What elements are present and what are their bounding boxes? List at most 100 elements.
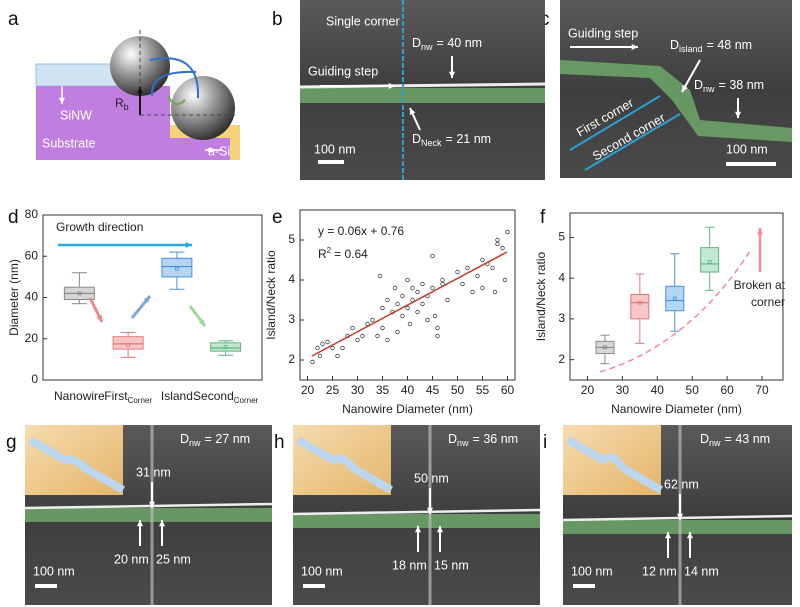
y-tick-label: 4 [288, 272, 295, 286]
panel-letter: a [8, 9, 19, 30]
mean [126, 343, 131, 347]
point [495, 237, 500, 243]
label-dnw-subscript: nw [703, 84, 715, 94]
radius-symbol: R [115, 96, 124, 110]
x-tick-label: 20 [581, 383, 595, 397]
label-corner: Single corner [326, 14, 400, 28]
r2-base: R [318, 247, 327, 261]
point [435, 325, 440, 331]
arrow-head [58, 97, 66, 104]
nanowire-band [25, 508, 272, 522]
y-tick-label: 3 [288, 312, 295, 326]
arrow-head [682, 85, 688, 92]
arrow-head [205, 146, 212, 154]
x-tick-label: 30 [351, 383, 365, 397]
box [630, 293, 650, 320]
scale-bar [303, 584, 325, 588]
mean [672, 296, 677, 301]
mean [223, 345, 228, 349]
label-dnw-symbol: D [448, 432, 457, 446]
label-left: 18 nm [392, 558, 427, 572]
scale-bar [573, 584, 595, 588]
label-right: 25 nm [156, 552, 191, 566]
label-scale: 100 nm [726, 142, 768, 156]
arrow-head [158, 520, 166, 527]
x-tick-label: 50 [686, 383, 700, 397]
x-tick-label: 60 [501, 383, 515, 397]
label-left: 12 nm [642, 564, 677, 578]
point [480, 257, 485, 263]
label-dnw-subscript: nw [457, 438, 469, 448]
point [340, 345, 345, 351]
y-tick-label: 5 [558, 230, 565, 244]
point [425, 317, 430, 323]
y-axis-label: Diameter (nm) [7, 259, 21, 336]
step-edge [292, 508, 541, 516]
x-tick-label: 20 [301, 383, 315, 397]
arrow-head [136, 87, 144, 94]
point [410, 285, 415, 291]
arrow-head [148, 501, 156, 508]
arrow-head [436, 526, 444, 533]
x-tick-label: 50 [451, 383, 465, 397]
label-dneck-rest: = 21 nm [446, 132, 492, 146]
point [320, 341, 325, 347]
point [330, 345, 335, 351]
inset-wire [566, 436, 664, 494]
substrate [36, 86, 238, 160]
step-edge [24, 502, 273, 510]
box [700, 247, 720, 273]
equation: y = 0.06x + 0.76 [318, 224, 404, 238]
point [435, 333, 440, 339]
point [380, 325, 385, 331]
mean [707, 259, 712, 264]
arrow-head [631, 43, 638, 51]
point [492, 289, 498, 295]
point [430, 253, 435, 259]
panel-letter: b [272, 9, 283, 30]
x-tick-label: FirstCorner [104, 389, 152, 405]
point [500, 245, 505, 251]
point [395, 301, 400, 307]
category: Second [193, 389, 234, 403]
box [665, 285, 685, 312]
point [480, 285, 485, 291]
x-tick-label: 45 [426, 383, 440, 397]
x-tick-label: Island [161, 389, 193, 403]
point [445, 297, 450, 303]
panel-letter: e [272, 207, 283, 228]
mean [174, 266, 179, 271]
arrow-head [734, 111, 742, 118]
point [377, 273, 383, 279]
arrow-head [96, 315, 102, 322]
x-tick-label: SecondCorner [193, 389, 258, 405]
step-edge [562, 514, 793, 522]
point [490, 265, 495, 271]
point [430, 285, 435, 291]
nanowire-band [300, 88, 545, 103]
r2-sup: 2 [327, 246, 332, 255]
scale-bar [318, 160, 344, 164]
radius-subscript: b [124, 102, 129, 112]
y-axis-label: Island/Neck ratio [534, 251, 548, 341]
point [455, 269, 460, 275]
point [460, 281, 465, 287]
sphere-corner [171, 76, 235, 140]
annotation: Broken at [734, 278, 786, 292]
arrow-head [686, 532, 694, 539]
x-tick-label: 40 [651, 383, 665, 397]
arrow-head [198, 319, 205, 326]
label-scale: 100 nm [301, 564, 343, 578]
point [405, 277, 410, 283]
mean [637, 300, 642, 305]
y-tick-label: 80 [25, 207, 39, 221]
point [385, 297, 390, 303]
annotation: corner [751, 295, 785, 309]
motion-arc [167, 95, 186, 106]
x-tick-label: 60 [720, 383, 734, 397]
label-dnw-subscript: nw [709, 438, 721, 448]
label-dneck-subscript: Neck [421, 138, 442, 148]
y-tick-label: 2 [558, 352, 565, 366]
x-tick-label: 40 [401, 383, 415, 397]
